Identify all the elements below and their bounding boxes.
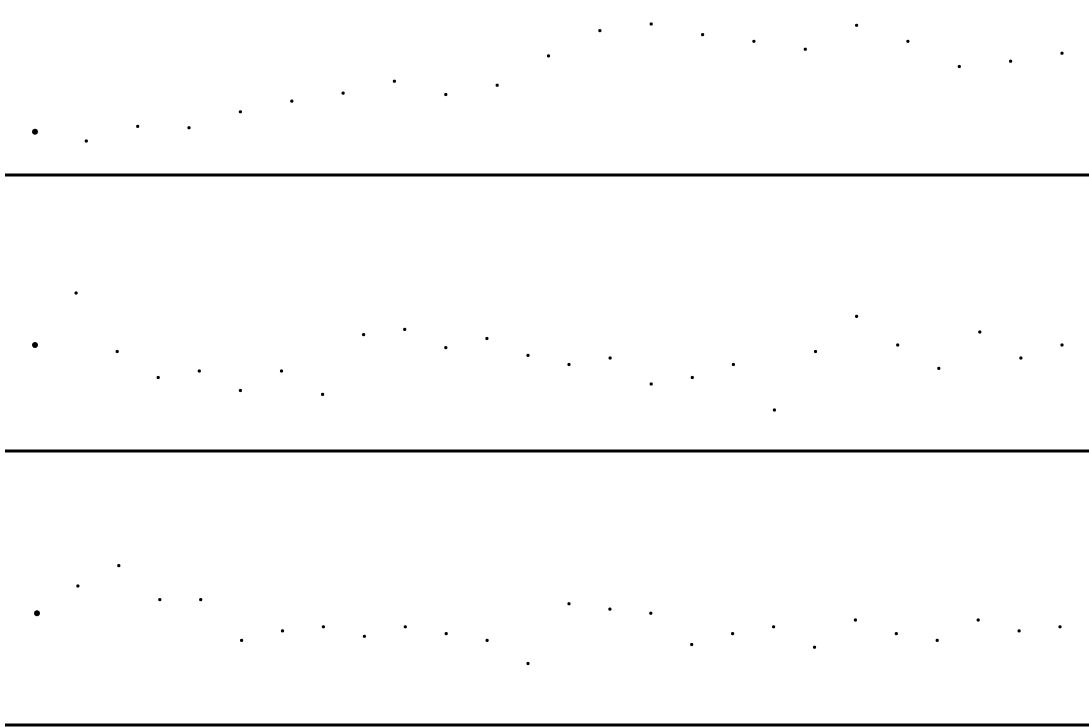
data-point bbox=[598, 29, 602, 33]
data-point bbox=[197, 369, 201, 373]
data-point bbox=[649, 611, 653, 615]
data-point bbox=[240, 638, 244, 643]
data-point bbox=[803, 47, 807, 51]
data-point bbox=[321, 392, 325, 396]
data-point bbox=[649, 382, 653, 386]
data-point bbox=[485, 638, 489, 643]
data-point bbox=[32, 128, 38, 135]
data-point bbox=[772, 625, 776, 629]
data-point bbox=[567, 602, 571, 606]
data-point bbox=[957, 64, 961, 69]
data-point bbox=[812, 645, 817, 649]
data-point bbox=[321, 625, 325, 629]
data-point bbox=[1058, 625, 1062, 629]
data-point bbox=[855, 314, 859, 318]
panel-2 bbox=[5, 291, 1089, 453]
data-point bbox=[158, 598, 162, 602]
data-point bbox=[362, 333, 366, 337]
data-point bbox=[690, 375, 694, 380]
data-point bbox=[978, 330, 982, 334]
data-point bbox=[238, 388, 242, 393]
data-point bbox=[896, 343, 900, 347]
data-point bbox=[772, 408, 777, 412]
data-point bbox=[199, 598, 203, 602]
data-point bbox=[976, 618, 980, 622]
data-point bbox=[362, 634, 366, 638]
data-point bbox=[649, 22, 653, 26]
data-point bbox=[238, 110, 242, 114]
data-point bbox=[392, 79, 396, 83]
data-point bbox=[1060, 343, 1064, 347]
data-point bbox=[855, 23, 859, 27]
data-point bbox=[444, 92, 448, 97]
data-point bbox=[403, 625, 407, 629]
data-point bbox=[731, 632, 735, 636]
data-point bbox=[187, 126, 191, 130]
data-point bbox=[156, 375, 160, 380]
data-point bbox=[76, 584, 80, 588]
data-point bbox=[546, 54, 551, 58]
data-point bbox=[485, 336, 489, 341]
data-point bbox=[567, 362, 571, 367]
data-point bbox=[136, 124, 140, 128]
data-point bbox=[608, 356, 612, 360]
data-point bbox=[1017, 629, 1021, 633]
panel-1 bbox=[5, 22, 1089, 177]
data-point bbox=[84, 139, 88, 143]
data-point bbox=[526, 353, 530, 357]
data-point bbox=[1060, 51, 1064, 55]
data-point bbox=[403, 327, 407, 331]
data-point bbox=[935, 638, 939, 643]
data-point bbox=[495, 83, 499, 87]
data-point bbox=[752, 39, 756, 43]
data-point bbox=[937, 366, 941, 370]
data-point bbox=[1019, 356, 1023, 360]
data-point bbox=[74, 291, 78, 295]
data-point bbox=[115, 349, 119, 354]
data-point bbox=[32, 342, 38, 348]
data-point bbox=[1009, 59, 1013, 63]
data-point bbox=[444, 632, 448, 636]
data-point bbox=[690, 642, 694, 647]
data-point bbox=[117, 564, 121, 568]
data-point bbox=[290, 99, 294, 103]
data-point bbox=[894, 632, 898, 636]
data-point bbox=[444, 346, 448, 350]
data-point bbox=[701, 33, 705, 37]
data-point bbox=[34, 610, 40, 617]
data-point bbox=[813, 349, 818, 354]
data-point bbox=[731, 362, 736, 367]
panel-3 bbox=[5, 564, 1089, 727]
data-point bbox=[608, 607, 612, 611]
data-point bbox=[280, 629, 285, 633]
data-point bbox=[279, 369, 284, 373]
data-point bbox=[906, 39, 910, 43]
data-point bbox=[341, 91, 345, 95]
data-point bbox=[853, 618, 858, 622]
data-point bbox=[526, 661, 530, 666]
